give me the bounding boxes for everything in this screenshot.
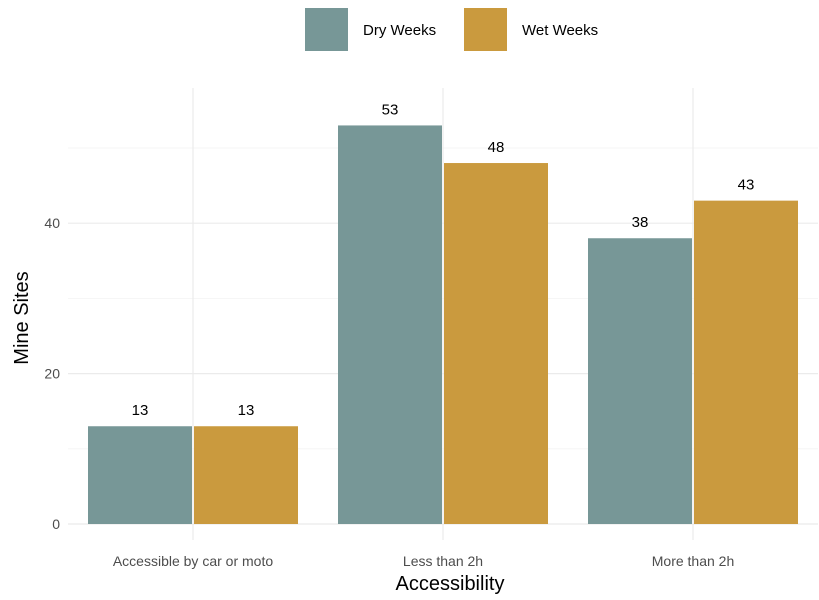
bar-dry-weeks-1 — [338, 125, 442, 524]
legend-label-wet-weeks: Wet Weeks — [522, 22, 598, 39]
x-tick-label: Accessible by car or moto — [113, 553, 273, 569]
y-tick-label: 20 — [44, 366, 60, 382]
legend-swatch-wet-weeks — [464, 8, 507, 51]
data-label: 53 — [382, 101, 399, 118]
legend-label-dry-weeks: Dry Weeks — [363, 22, 436, 39]
y-axis-title: Mine Sites — [11, 271, 33, 364]
bar-wet-weeks-0 — [194, 426, 298, 524]
bar-wet-weeks-2 — [694, 200, 798, 524]
bar-wet-weeks-1 — [444, 163, 548, 525]
grid — [68, 88, 818, 540]
x-axis-title: Accessibility — [396, 573, 505, 595]
legend-swatch-dry-weeks — [305, 8, 348, 51]
data-label: 38 — [632, 214, 649, 231]
y-tick-label: 0 — [52, 516, 60, 532]
y-axis-ticks: 0 20 40 — [44, 215, 60, 532]
x-axis-ticks: Accessible by car or moto Less than 2h Mor… — [113, 553, 734, 569]
y-tick-label: 40 — [44, 215, 60, 231]
bar-dry-weeks-2 — [588, 238, 692, 525]
data-labels: 13 53 38 13 48 43 — [132, 101, 755, 419]
data-label: 48 — [488, 139, 505, 156]
x-tick-label: More than 2h — [652, 553, 735, 569]
data-label: 13 — [238, 402, 255, 419]
x-tick-label: Less than 2h — [403, 553, 483, 569]
bars — [88, 125, 798, 525]
legend: Dry Weeks Wet Weeks — [305, 8, 598, 51]
bar-dry-weeks-0 — [88, 426, 192, 524]
data-label: 43 — [738, 177, 755, 194]
data-label: 13 — [132, 402, 149, 419]
